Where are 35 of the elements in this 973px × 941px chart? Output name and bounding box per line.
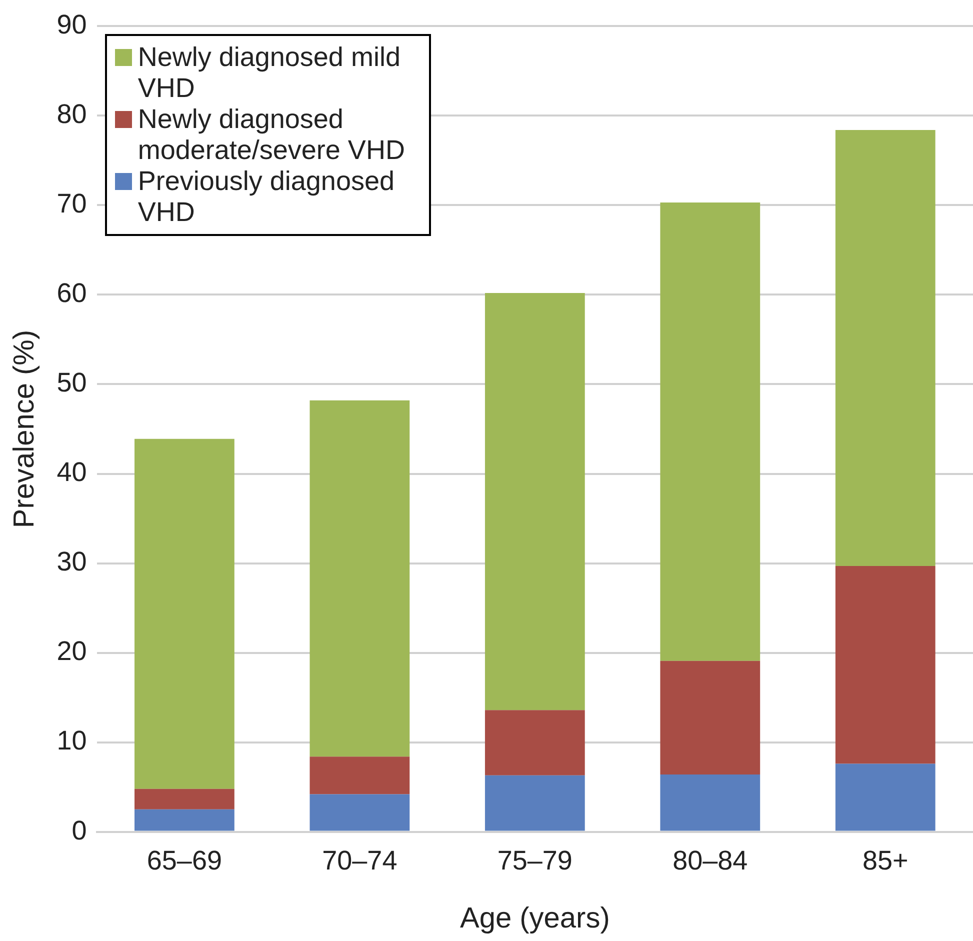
bar (835, 764, 936, 831)
bar (484, 775, 585, 831)
x-tick-label: 85+ (862, 845, 908, 876)
y-tick-label: 30 (56, 546, 87, 577)
legend-label: Newly diagnosed mild VHD (138, 42, 402, 104)
y-tick-label: 10 (56, 726, 87, 756)
x-axis-title: Age (years) (460, 902, 610, 935)
bar (835, 566, 936, 764)
bar (484, 292, 585, 710)
y-tick-label: 90 (56, 10, 87, 40)
bar (134, 788, 234, 810)
bar (310, 794, 410, 831)
y-axis-title: Prevalence (%) (8, 330, 40, 528)
y-tick-label: 40 (56, 457, 87, 488)
legend-label: Newly diagnosed moderate/severe VHD (138, 104, 406, 166)
bar (660, 202, 760, 661)
y-tick-label: 80 (56, 99, 87, 130)
bar (134, 438, 234, 789)
x-tick-label: 80–84 (672, 845, 748, 876)
y-tick-label: 0 (72, 815, 87, 846)
bar (134, 809, 234, 831)
bar (835, 130, 936, 566)
y-tick-label: 70 (56, 188, 87, 219)
x-tick-label: 65–69 (146, 845, 222, 876)
bar (310, 400, 410, 757)
y-tick-label: 60 (56, 278, 87, 308)
x-tick-label: 75–79 (497, 845, 572, 876)
bar (310, 756, 410, 794)
x-tick-label: 70–74 (322, 845, 398, 876)
y-tick-label: 50 (56, 368, 87, 398)
legend-label: Previously diagnosed VHD (138, 166, 396, 228)
bar (660, 774, 760, 831)
bar (660, 660, 760, 775)
bar (484, 710, 585, 776)
y-tick-label: 20 (56, 636, 87, 666)
